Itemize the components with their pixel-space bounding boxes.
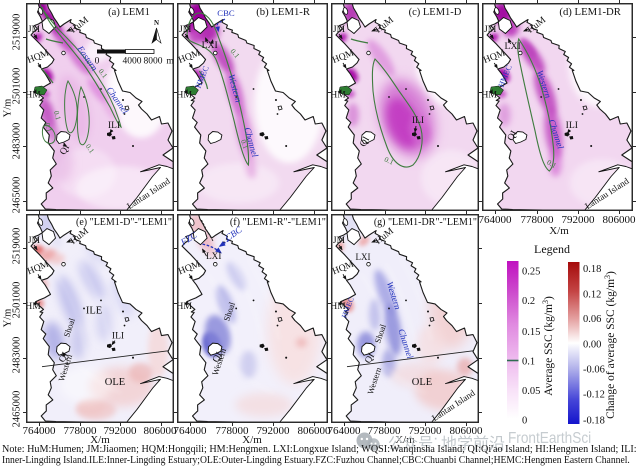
svg-text:0.18: 0.18 bbox=[583, 264, 601, 275]
svg-text:4000: 4000 bbox=[123, 57, 142, 67]
svg-text:0: 0 bbox=[95, 57, 100, 67]
svg-text:ILI: ILI bbox=[566, 120, 578, 131]
svg-text:HM: HM bbox=[177, 301, 192, 312]
svg-text:-0.06: -0.06 bbox=[583, 365, 605, 376]
svg-text:0: 0 bbox=[522, 416, 527, 427]
svg-text:(d) LEM1-DR: (d) LEM1-DR bbox=[559, 7, 621, 18]
svg-text:LXI: LXI bbox=[356, 252, 371, 262]
svg-text:QI: QI bbox=[58, 143, 72, 157]
svg-text:HM: HM bbox=[331, 91, 346, 101]
svg-text:CBC: CBC bbox=[217, 8, 235, 18]
svg-text:ILI: ILI bbox=[112, 332, 124, 342]
svg-text:0.1: 0.1 bbox=[383, 155, 396, 167]
svg-text:HM: HM bbox=[177, 90, 192, 101]
svg-text:0.1: 0.1 bbox=[545, 158, 558, 171]
svg-text:0.1: 0.1 bbox=[239, 138, 251, 150]
svg-text:ILI: ILI bbox=[108, 121, 120, 131]
svg-text:0.1: 0.1 bbox=[43, 122, 54, 134]
svg-text:LXI: LXI bbox=[206, 251, 221, 261]
svg-text:m: m bbox=[166, 57, 174, 67]
svg-text:QI: QI bbox=[210, 350, 225, 364]
svg-text:Average SSC (kg/m3): Average SSC (kg/m3) bbox=[541, 296, 556, 396]
svg-text:HM: HM bbox=[26, 91, 41, 101]
svg-text:JM: JM bbox=[28, 236, 41, 246]
svg-text:(b) LEM1-R: (b) LEM1-R bbox=[256, 7, 311, 18]
svg-text:(c) LEM1-D: (c) LEM1-D bbox=[409, 7, 462, 18]
svg-text:(a) LEM1: (a) LEM1 bbox=[108, 7, 150, 18]
svg-text:QI: QI bbox=[363, 352, 377, 366]
svg-text:0.1: 0.1 bbox=[522, 357, 535, 368]
svg-text:HM: HM bbox=[482, 90, 497, 101]
svg-text:N: N bbox=[154, 19, 159, 27]
svg-text:8000: 8000 bbox=[144, 57, 163, 67]
svg-text:Change of average SSC (kg/m3): Change of average SSC (kg/m3) bbox=[603, 271, 618, 419]
svg-text:ILI: ILI bbox=[412, 116, 424, 126]
svg-text:ILE: ILE bbox=[86, 305, 102, 316]
svg-text:JM: JM bbox=[28, 25, 41, 35]
svg-text:JM: JM bbox=[333, 25, 346, 35]
svg-text:JM: JM bbox=[333, 236, 346, 246]
svg-text:(e) "LEM1-D"-"LEM1": (e) "LEM1-D"-"LEM1" bbox=[76, 217, 172, 228]
svg-text:-0.12: -0.12 bbox=[583, 390, 605, 401]
svg-text:HM: HM bbox=[26, 302, 41, 312]
svg-text:(f) "LEM1-R"-"LEM1": (f) "LEM1-R"-"LEM1" bbox=[230, 217, 326, 228]
svg-text:QI: QI bbox=[505, 129, 520, 143]
svg-text:JM: JM bbox=[484, 24, 497, 35]
svg-text:JM: JM bbox=[179, 24, 192, 35]
svg-text:0.05: 0.05 bbox=[522, 386, 540, 397]
svg-text:OLE: OLE bbox=[412, 377, 432, 388]
svg-text:-0.18: -0.18 bbox=[583, 416, 605, 427]
svg-text:0.00: 0.00 bbox=[583, 340, 601, 351]
svg-text:QI: QI bbox=[57, 351, 71, 365]
svg-text:0.1: 0.1 bbox=[52, 110, 63, 122]
svg-text:QI: QI bbox=[358, 135, 372, 149]
svg-text:0.06: 0.06 bbox=[583, 314, 601, 325]
svg-text:HM: HM bbox=[331, 302, 346, 312]
svg-text:0.2: 0.2 bbox=[522, 296, 535, 307]
svg-text:(g) "LEM1-DR"-"LEM1": (g) "LEM1-DR"-"LEM1" bbox=[374, 217, 477, 228]
svg-text:0.15: 0.15 bbox=[522, 327, 540, 338]
svg-text:OLE: OLE bbox=[105, 377, 125, 388]
svg-text:LXI: LXI bbox=[202, 40, 218, 51]
svg-text:Legend: Legend bbox=[534, 242, 570, 256]
svg-text:0.12: 0.12 bbox=[583, 290, 601, 301]
svg-text:0.25: 0.25 bbox=[522, 267, 540, 278]
svg-text:LXI: LXI bbox=[505, 41, 521, 52]
